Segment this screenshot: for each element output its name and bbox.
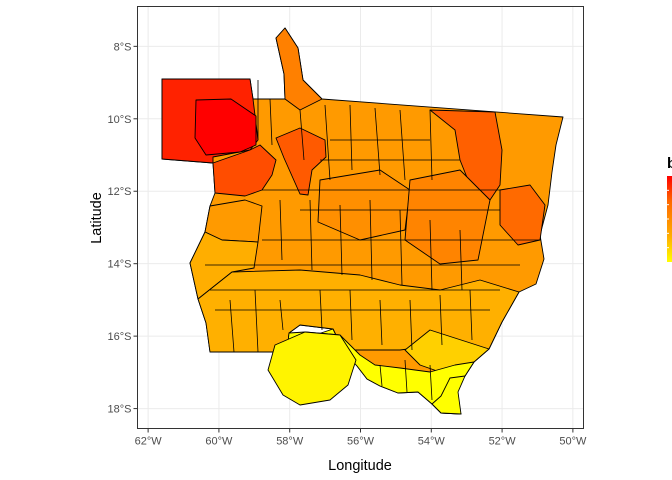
x-tick-label: 56°W (347, 436, 375, 448)
southeast-yellow-tip-region (431, 375, 466, 415)
deep-red-region (194, 98, 257, 156)
north-red-orange-region (212, 144, 277, 197)
x-axis-title: Longitude (328, 458, 392, 474)
internal-borders (205, 80, 540, 401)
southwest-yellow-region (267, 331, 357, 406)
y-axis-title: Latitude (89, 192, 105, 244)
y-tick-label: 10°S (108, 114, 132, 126)
x-tick-label: 54°W (418, 436, 446, 448)
central-north-red-orange-region (275, 127, 327, 196)
y-tick-label: 8°S (114, 41, 132, 53)
x-axis-ticks: 62°W 60°W 58°W 56°W 54°W 52°W 50°W (135, 428, 587, 448)
legend: b (667, 155, 672, 262)
north-strip-region (275, 27, 323, 111)
y-tick-label: 14°S (108, 259, 132, 271)
y-tick-label: 16°S (108, 331, 132, 343)
legend-title: b (667, 155, 672, 172)
x-tick-label: 60°W (205, 436, 233, 448)
y-tick-label: 12°S (108, 186, 132, 198)
municipality-regions (161, 27, 564, 415)
x-tick-label: 62°W (135, 436, 163, 448)
y-axis-ticks: 8°S 10°S 12°S 14°S 16°S 18°S (108, 41, 138, 416)
y-tick-label: 18°S (108, 404, 132, 416)
x-tick-label: 52°W (489, 436, 517, 448)
x-tick-label: 58°W (276, 436, 304, 448)
legend-colorbar (667, 176, 672, 262)
x-tick-label: 50°W (559, 436, 587, 448)
